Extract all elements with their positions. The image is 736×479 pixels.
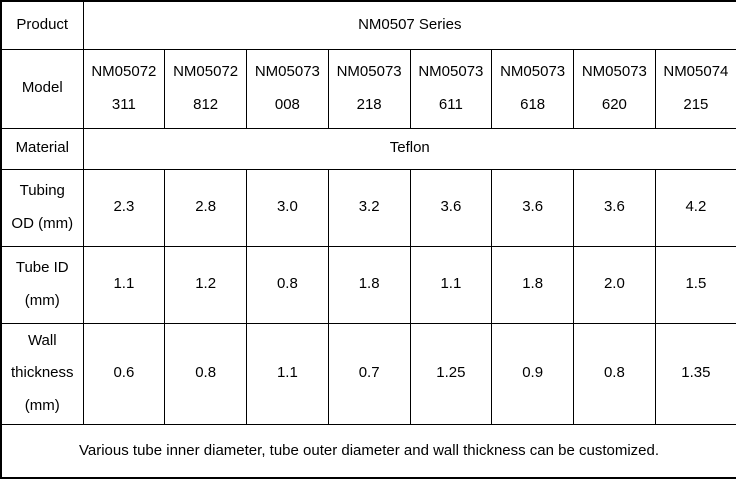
wall-thickness-label-line2: thickness <box>10 364 74 382</box>
tubing-od-label-cell: Tubing OD (mm) <box>0 168 84 247</box>
tubing-od-value-cell: 3.0 <box>246 168 329 247</box>
model-series: NM05073 <box>418 63 484 81</box>
model-cell: NM05073 218 <box>327 48 411 129</box>
tube-id-row: Tube ID (mm) 1.1 1.2 0.8 1.8 1.1 1.8 2.0… <box>0 245 736 324</box>
model-code: 611 <box>438 95 463 113</box>
model-cell: NM05072 812 <box>164 48 247 129</box>
model-series: NM05073 <box>500 63 566 81</box>
model-series: NM05072 <box>91 63 157 81</box>
model-code: 008 <box>274 95 300 113</box>
model-code: 618 <box>520 95 546 113</box>
model-cell: NM05073 611 <box>409 48 493 129</box>
footer-row: Various tube inner diameter, tube outer … <box>0 423 736 479</box>
tubing-od-value-cell: 4.2 <box>654 168 736 247</box>
tubing-od-label-line1: Tubing <box>19 182 65 200</box>
model-code: 218 <box>356 95 382 113</box>
model-series: NM05073 <box>581 63 647 81</box>
tubing-od-label-line2: OD (mm) <box>11 214 74 232</box>
tubing-od-value-cell: 3.6 <box>409 168 493 247</box>
wall-thickness-value-cell: 0.9 <box>491 322 574 425</box>
model-cell: NM05074 215 <box>654 48 736 129</box>
wall-thickness-value-cell: 0.8 <box>573 322 656 425</box>
model-row: Model NM05072 311 NM05072 812 NM05073 00… <box>0 48 736 129</box>
tube-id-value-cell: 1.5 <box>654 245 736 324</box>
model-code: 620 <box>601 95 627 113</box>
tube-id-label-line2: (mm) <box>24 291 60 309</box>
product-row: Product NM0507 Series <box>0 0 736 50</box>
tube-id-value-cell: 0.8 <box>246 245 329 324</box>
tubing-od-value-cell: 3.6 <box>573 168 656 247</box>
model-cell: NM05073 618 <box>491 48 574 129</box>
customization-note: Various tube inner diameter, tube outer … <box>0 423 736 479</box>
wall-thickness-label-line1: Wall <box>27 332 57 350</box>
material-row: Material Teflon <box>0 127 736 170</box>
tubing-od-row: Tubing OD (mm) 2.3 2.8 3.0 3.2 3.6 3.6 3… <box>0 168 736 247</box>
tubing-od-value-cell: 3.6 <box>491 168 574 247</box>
tubing-od-value-cell: 2.8 <box>164 168 247 247</box>
model-series: NM05073 <box>254 63 320 81</box>
model-cell: NM05072 311 <box>82 48 166 129</box>
wall-thickness-value-cell: 1.1 <box>246 322 329 425</box>
wall-thickness-label-cell: Wall thickness (mm) <box>0 322 84 425</box>
material-label-cell: Material <box>0 127 84 170</box>
model-series: NM05072 <box>173 63 239 81</box>
model-cell: NM05073 008 <box>246 48 329 129</box>
model-code: 812 <box>193 95 219 113</box>
tube-id-value-cell: 2.0 <box>573 245 656 324</box>
wall-thickness-value-cell: 1.25 <box>409 322 493 425</box>
model-code: 311 <box>111 95 136 113</box>
model-series: NM05073 <box>336 63 402 81</box>
model-code: 215 <box>683 95 709 113</box>
tubing-od-value-cell: 3.2 <box>327 168 411 247</box>
tube-id-value-cell: 1.1 <box>82 245 166 324</box>
wall-thickness-value-cell: 0.6 <box>82 322 166 425</box>
tube-id-value-cell: 1.8 <box>327 245 411 324</box>
wall-thickness-value-cell: 0.8 <box>164 322 247 425</box>
tube-id-label-cell: Tube ID (mm) <box>0 245 84 324</box>
wall-thickness-value-cell: 0.7 <box>327 322 411 425</box>
model-series: NM05074 <box>663 63 729 81</box>
tube-id-value-cell: 1.2 <box>164 245 247 324</box>
tube-id-label-line1: Tube ID <box>15 259 69 277</box>
wall-thickness-value-cell: 1.35 <box>654 322 736 425</box>
model-label-cell: Model <box>0 48 84 129</box>
material-value-cell: Teflon <box>82 127 736 170</box>
wall-thickness-row: Wall thickness (mm) 0.6 0.8 1.1 0.7 1.25… <box>0 322 736 425</box>
tubing-od-value-cell: 2.3 <box>82 168 166 247</box>
product-label-cell: Product <box>0 0 84 50</box>
model-cell: NM05073 620 <box>573 48 656 129</box>
wall-thickness-label-line3: (mm) <box>24 396 60 414</box>
tube-id-value-cell: 1.8 <box>491 245 574 324</box>
product-value-cell: NM0507 Series <box>82 0 736 50</box>
tube-id-value-cell: 1.1 <box>409 245 493 324</box>
